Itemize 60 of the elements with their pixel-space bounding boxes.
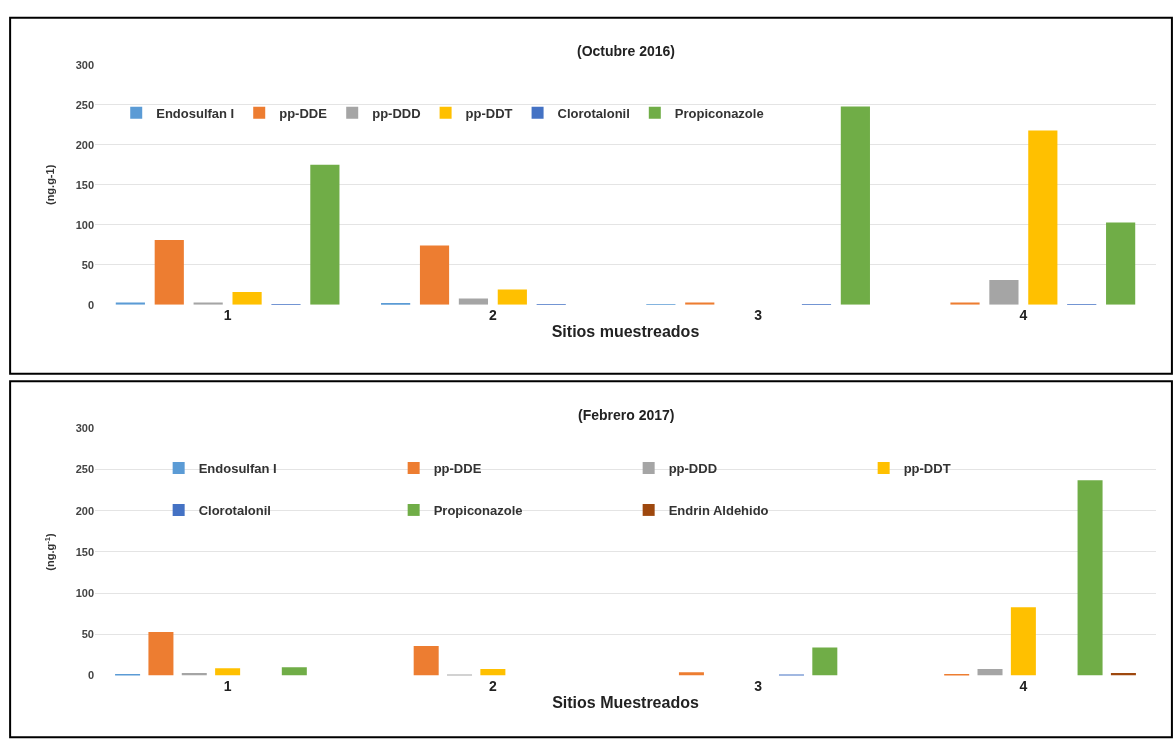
bar (419, 245, 450, 305)
legend-label: Endrin Aldehido (668, 502, 769, 518)
x-tick-label: 1 (223, 677, 232, 694)
legend-label: Propiconazole (433, 502, 523, 518)
bar (281, 667, 307, 676)
y-tick-label: 150 (75, 178, 94, 191)
y-tick-label: 50 (81, 628, 94, 641)
bar (497, 289, 527, 305)
legend-label: pp-DDE (279, 105, 328, 121)
legend-label: pp-DDT (465, 105, 513, 121)
bar (232, 292, 262, 305)
bar (1077, 480, 1103, 676)
y-tick-label: 200 (75, 504, 94, 517)
y-tick-label: 0 (87, 298, 94, 311)
bar (154, 240, 184, 305)
bar (148, 631, 174, 676)
y-tick-label: 250 (75, 463, 94, 476)
legend-label: Clorotalonil (198, 502, 271, 518)
y-tick-label: 150 (75, 545, 94, 558)
y-axis-title: (ng.g-1) (44, 164, 57, 206)
x-axis-title: Sitios muestreados (551, 323, 700, 341)
y-tick-label: 100 (75, 218, 94, 231)
bar (1028, 130, 1058, 305)
x-tick-label: 2 (488, 306, 497, 323)
bar (1106, 222, 1136, 305)
legend-label: Clorotalonil (557, 105, 630, 121)
chart-title: (Octubre 2016) (577, 43, 676, 59)
bar (678, 672, 704, 676)
legend-label: pp-DDD (668, 460, 718, 476)
legend-label: Endosulfan I (156, 105, 235, 121)
x-tick-label: 2 (488, 677, 497, 694)
x-tick-label: 1 (223, 306, 232, 323)
y-tick-label: 300 (75, 422, 94, 435)
x-tick-label: 3 (754, 306, 763, 323)
y-tick-label: 200 (75, 138, 94, 151)
bar (480, 668, 506, 676)
legend-label: pp-DDD (372, 105, 421, 121)
y-tick-label: 250 (75, 98, 94, 111)
legend-label: pp-DDE (433, 460, 482, 476)
y-tick-label: 0 (87, 669, 94, 682)
y-tick-label: 100 (75, 587, 94, 600)
chart-title: (Febrero 2017) (578, 407, 675, 423)
legend-label: Endosulfan I (198, 460, 277, 476)
x-tick-label: 4 (1019, 306, 1028, 323)
bar (989, 280, 1019, 305)
y-tick-label: 50 (81, 258, 94, 271)
bar (812, 647, 838, 676)
y-tick-label: 300 (75, 58, 94, 71)
legend-label: pp-DDT (903, 460, 951, 476)
legend-label: Propiconazole (674, 105, 764, 121)
bar (458, 298, 489, 305)
bar (310, 164, 340, 305)
x-tick-label: 4 (1019, 677, 1028, 694)
bar (977, 668, 1003, 676)
bar (413, 645, 439, 676)
x-axis-title: Sitios Muestreados (552, 694, 699, 712)
bar (215, 668, 241, 676)
bar (840, 106, 870, 305)
x-tick-label: 3 (754, 677, 763, 694)
bar (1010, 607, 1036, 676)
